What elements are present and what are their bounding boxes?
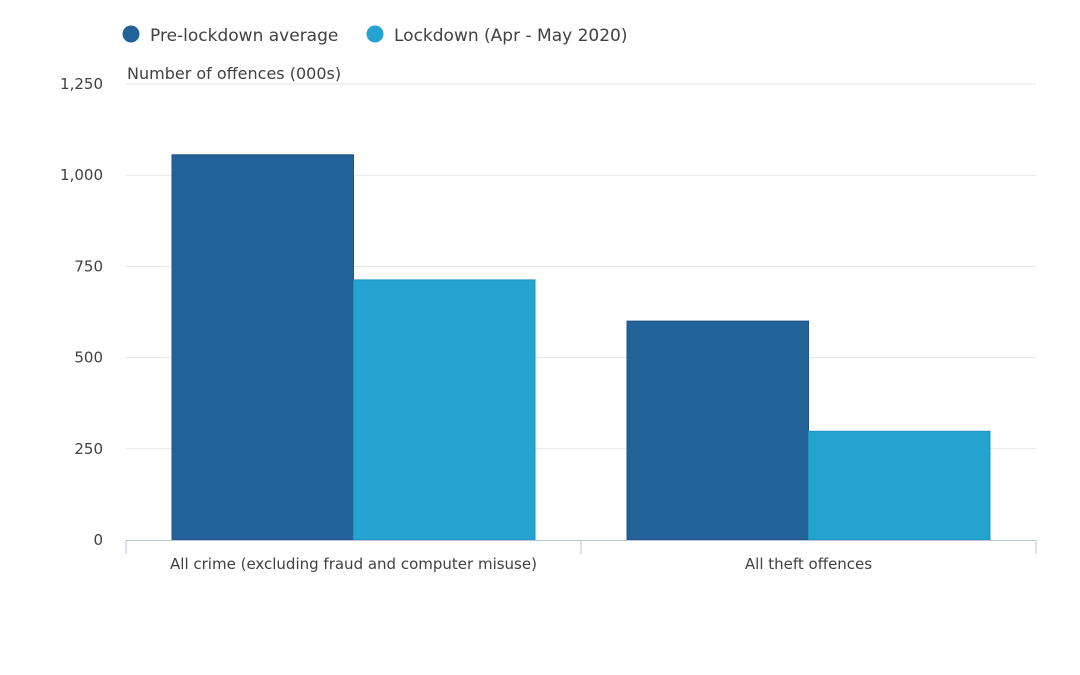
legend-swatch-icon bbox=[122, 25, 140, 43]
y-axis-title: Number of offences (000s) bbox=[127, 64, 341, 83]
bar-pre-lockdown-0 bbox=[171, 154, 354, 541]
legend-item-pre-lockdown[interactable]: Pre-lockdown average bbox=[122, 25, 339, 47]
x-axis: All crime (excluding fraud and computer … bbox=[125, 540, 1037, 573]
y-tick-label: 0 bbox=[93, 531, 103, 549]
legend: Pre-lockdown average Lockdown (Apr - May … bbox=[122, 25, 628, 47]
y-tick-label: 750 bbox=[74, 257, 103, 275]
bar-lockdown-0 bbox=[353, 279, 536, 541]
legend-label: Lockdown (Apr - May 2020) bbox=[394, 26, 627, 46]
bars bbox=[171, 154, 991, 541]
y-axis-ticks: 0 250 500 750 1,000 1,250 bbox=[60, 75, 103, 549]
legend-swatch-icon bbox=[366, 25, 384, 43]
x-category-label: All crime (excluding fraud and computer … bbox=[170, 555, 537, 573]
legend-item-lockdown[interactable]: Lockdown (Apr - May 2020) bbox=[366, 25, 628, 47]
bar-lockdown-1 bbox=[808, 430, 991, 541]
y-tick-label: 500 bbox=[74, 349, 103, 367]
y-tick-label: 1,000 bbox=[60, 166, 103, 184]
bar-pre-lockdown-1 bbox=[626, 320, 809, 541]
y-tick-label: 250 bbox=[74, 440, 103, 458]
legend-label: Pre-lockdown average bbox=[150, 26, 338, 46]
x-category-label: All theft offences bbox=[745, 555, 872, 573]
y-tick-label: 1,250 bbox=[60, 75, 103, 93]
